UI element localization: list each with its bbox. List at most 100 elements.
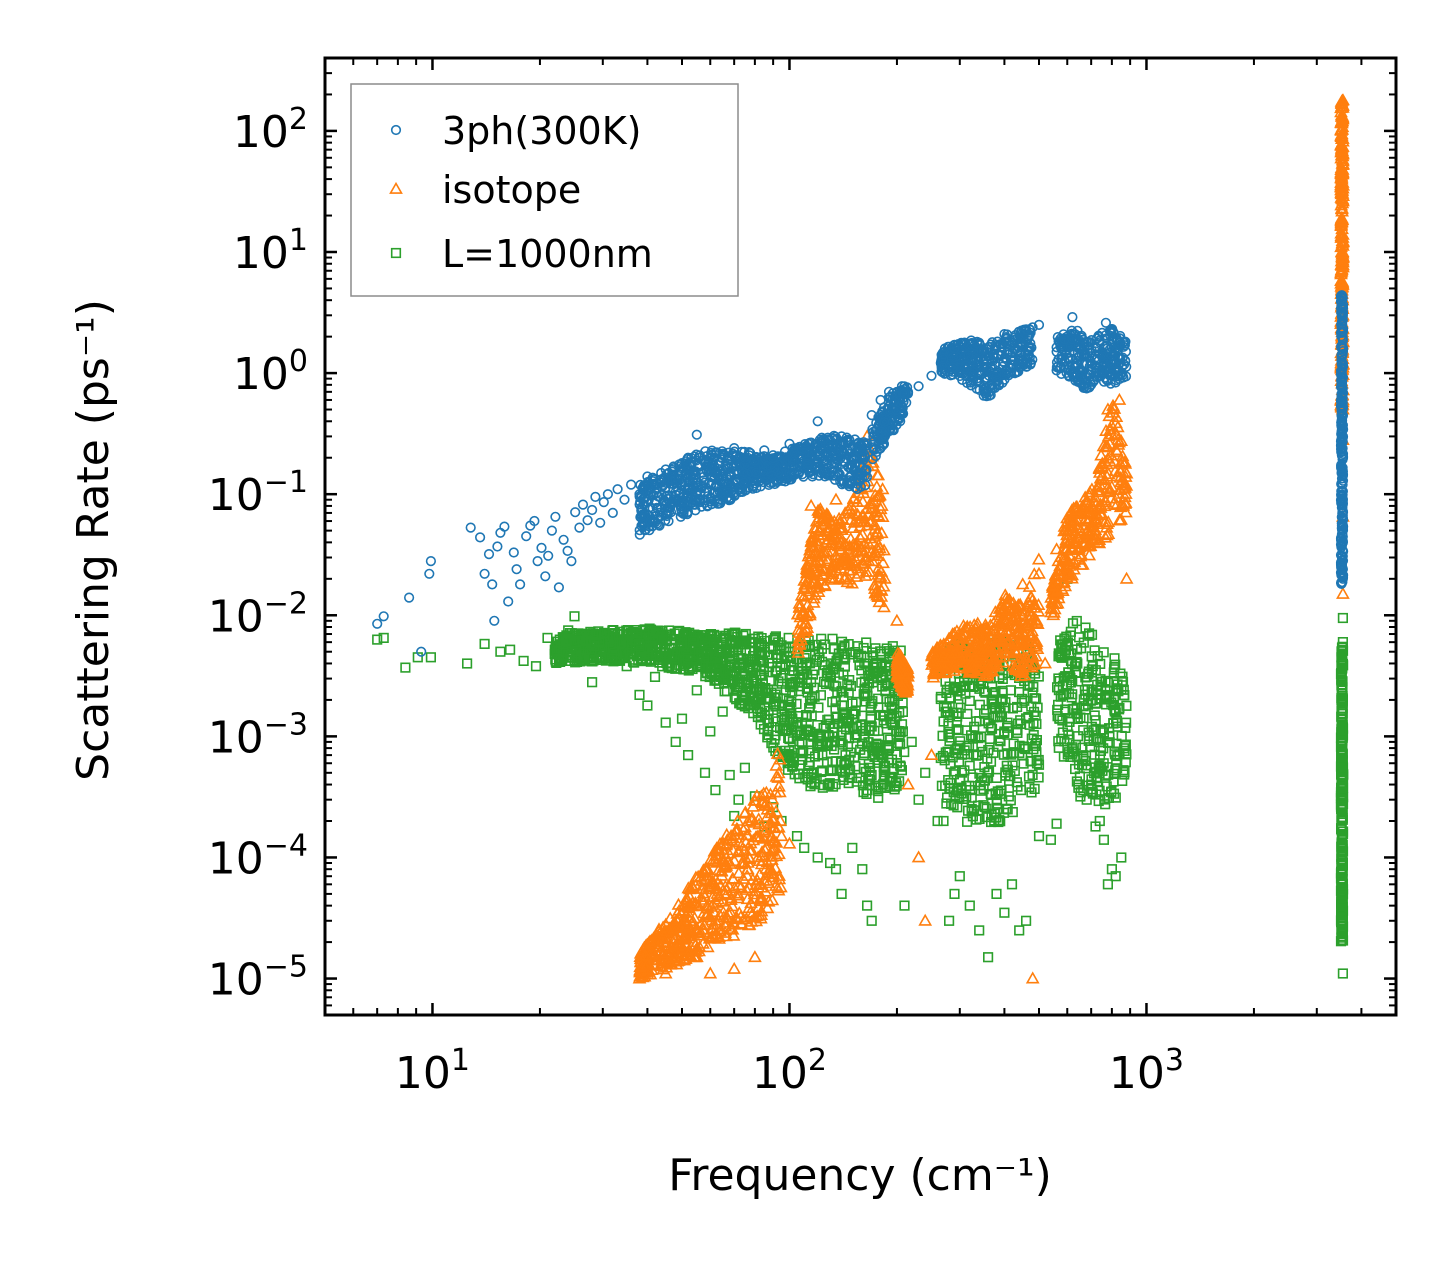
boundary-point [756,639,767,651]
boundary-point [844,772,855,783]
isotope-point [766,813,780,826]
boundary-point [717,657,728,668]
boundary-point [803,745,815,756]
boundary-point [1337,636,1348,648]
boundary-point [856,665,867,676]
boundary-point [780,659,791,670]
isotope-point [1001,627,1016,640]
boundary-point [832,687,843,698]
isotope-point [700,898,714,911]
boundary-point [842,716,854,727]
isotope-point [995,633,1010,646]
isotope-point [1065,523,1080,536]
isotope-point [877,571,892,584]
boundary-point [944,732,955,743]
isotope-point [918,913,933,926]
boundary-point [614,638,625,649]
isotope-point [971,626,986,639]
isotope-point [761,876,776,889]
isotope-point [1089,497,1104,510]
boundary-point [760,694,771,705]
boundary-point [849,708,860,720]
boundary-point [899,900,910,911]
boundary-point [1051,818,1062,829]
isotope-point [981,639,995,652]
isotope-point [1114,433,1129,447]
boundary-point [649,671,661,682]
boundary-point [793,769,804,780]
boundary-point [959,765,970,776]
isotope-point [1059,533,1073,546]
boundary-point [806,710,817,721]
boundary-point [1110,659,1121,670]
boundary-point [802,687,813,698]
isotope-point [1336,258,1350,271]
boundary-point [990,686,1001,698]
boundary-point [1336,723,1347,735]
isotope-point [860,502,874,515]
boundary-point [1336,658,1347,669]
isotope-point [1032,566,1046,579]
boundary-point [372,634,383,645]
boundary-point [1098,727,1109,738]
series-boundary [372,573,1349,979]
isotope-point [1058,543,1073,556]
boundary-point [866,915,877,926]
isotope-point [730,823,745,837]
isotope-point [771,766,786,779]
boundary-point [1055,691,1066,702]
boundary-point [400,662,411,673]
boundary-point [1086,651,1097,662]
isotope-point [1101,466,1116,480]
isotope-point [711,851,726,864]
isotope-point [849,553,863,566]
boundary-point [1069,661,1080,672]
isotope-point [925,653,940,667]
isotope-point [1112,513,1127,526]
isotope-point [868,586,883,599]
boundary-point [504,644,516,655]
isotope-point [765,852,779,865]
isotope-point [1334,172,1349,185]
boundary-point [1071,615,1082,627]
boundary-point [1081,794,1092,805]
boundary-point [954,774,966,785]
isotope-point [640,943,654,957]
isotope-point [1118,456,1133,469]
boundary-point [581,635,592,646]
boundary-point [730,627,741,638]
boundary-point [751,674,762,685]
boundary-point [822,714,833,725]
isotope-point [689,950,704,963]
boundary-point [1337,644,1348,655]
boundary-point [948,800,959,811]
isotope-point [877,543,891,556]
boundary-point [983,766,995,777]
isotope-point [1118,490,1132,503]
boundary-point [852,641,863,652]
boundary-point [1102,879,1113,890]
isotope-point [753,830,768,843]
isotope-point [853,530,867,543]
boundary-point [705,666,716,677]
boundary-point [1084,630,1095,641]
series-3ph [372,290,1349,657]
boundary-point [784,733,795,745]
boundary-point [1093,795,1104,807]
isotope-point [1335,162,1350,175]
boundary-point [1114,704,1125,715]
boundary-point [666,662,678,673]
boundary-point [1336,892,1347,903]
boundary-point [707,653,718,664]
isotope-point [1049,596,1063,610]
isotope-point [855,527,870,540]
isotope-point [659,924,674,937]
boundary-point [869,741,880,752]
boundary-point [984,733,995,744]
boundary-point [630,635,641,646]
boundary-point [753,693,764,704]
isotope-point [872,541,887,554]
isotope-point [1091,480,1105,493]
boundary-point [991,798,1003,809]
boundary-point [791,698,802,709]
